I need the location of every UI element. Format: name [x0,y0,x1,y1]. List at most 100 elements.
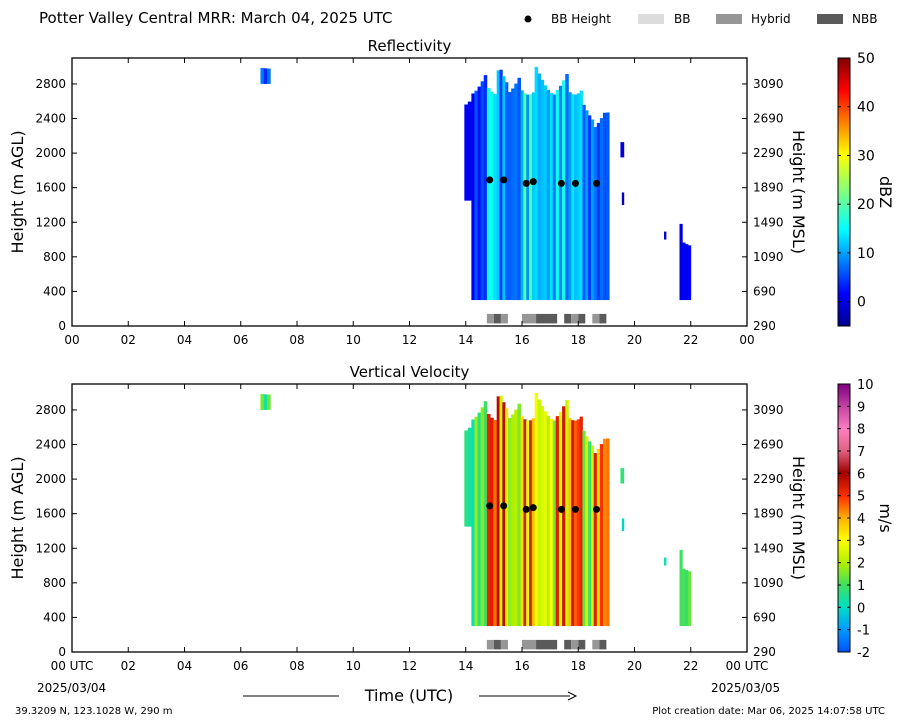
echo-column [555,416,560,627]
bb-height-point [529,504,537,512]
colorbar-label: m/s [876,503,895,532]
colorbar-tick-label: 10 [857,246,875,262]
bb-height-point [557,179,565,187]
echo-column [543,85,548,301]
echo-column [568,92,572,301]
echo-column [549,418,554,627]
echo-column [464,104,469,201]
bb-type-segment [571,313,579,324]
bb-type-segment [522,313,537,324]
echo-column [474,416,478,627]
echo-column [260,68,265,84]
echo-column [531,92,536,301]
bb-height-point [593,179,601,187]
echo-column [464,430,469,527]
echo-column [526,420,530,627]
x-tick-label: 22 [683,659,698,673]
colorbar-tick-label: 4 [857,512,865,527]
colorbar-tick-label: 30 [857,148,875,164]
echo-column [558,85,563,301]
echo-column [480,407,485,627]
x-tick-label: 02 [121,333,136,347]
echo-column [537,399,542,627]
x-tick-label: 10 [346,659,361,673]
echo-column [263,394,268,410]
plot-area [72,384,747,652]
bb-height-point [529,178,537,186]
creation-date-text: Plot creation date: Mar 06, 2025 14:07:5… [652,706,885,717]
bb-type-segment [571,639,579,650]
echo-column [543,411,548,627]
echo-column [596,122,601,301]
echo-column [599,444,604,627]
bb-height-point [486,502,494,510]
bb-type-segment [536,313,558,324]
y-tick-label: 400 [43,610,66,624]
time-axis-label: Time (UTC) [364,686,453,705]
x-tick-label: 12 [402,333,417,347]
echo-column [471,93,475,301]
bb-type-segment [522,639,537,650]
start-date-label: 2025/03/04 [37,681,106,695]
panel-title: Vertical Velocity [350,363,470,381]
echo-column [520,416,524,627]
echo-column [502,76,506,301]
echo-column [588,441,592,627]
x-tick-label: 08 [289,659,304,673]
y-tick-label: 400 [43,284,66,298]
y-tick-label: 2000 [35,146,66,160]
colorbar-tick-label: 10 [857,378,874,393]
panel-title: Reflectivity [368,37,452,55]
echo-column [486,87,491,301]
echo-column [502,402,506,627]
legend-bb-label: BB [674,12,690,26]
echo-column [687,245,692,301]
echo-column [507,92,512,301]
echo-column [483,75,488,301]
bb-type-segment [592,639,600,650]
x-tick-label: 10 [346,333,361,347]
y-axis-right-label: Height (m MSL) [789,456,808,580]
y-right-tick-label: 1090 [753,250,784,264]
bb-type-segment [493,639,501,650]
echo-column [590,445,595,627]
echo-column [596,448,601,627]
echo-column [493,419,498,627]
echo-column [549,92,554,301]
echo-column [558,411,563,627]
echo-column [490,417,494,627]
echo-column [582,104,586,301]
echo-column [537,73,542,301]
bb-type-segment [500,639,508,650]
echo-column [555,90,560,301]
bb-type-segment [578,313,586,324]
echo-column [474,90,478,301]
x-tick-label: 06 [233,333,248,347]
bb-height-point [486,176,494,184]
echo-column [590,119,595,301]
echo-column [574,94,578,301]
echo-column [679,223,683,301]
echo-column [467,427,472,527]
y-right-tick-label: 3090 [753,403,784,417]
echo-column [552,94,557,301]
echo-column [621,518,625,531]
echo-column [267,394,271,410]
x-tick-label: 14 [458,659,473,673]
echo-column [685,244,689,301]
legend-hybrid-swatch [716,14,742,24]
echo-column [505,82,509,301]
bb-type-segment [599,313,607,324]
location-text: 39.3209 N, 123.1028 W, 290 m [15,706,173,717]
echo-column [599,118,604,301]
colorbar-tick-label: 0 [857,295,866,311]
legend-bb-swatch [638,14,664,24]
echo-column [568,418,572,627]
echo-column [493,93,498,301]
echo-column [682,568,686,627]
colorbar-tick-label: 1 [857,579,865,594]
colorbar-tick-label: 40 [857,100,875,116]
echo-column [620,142,625,158]
